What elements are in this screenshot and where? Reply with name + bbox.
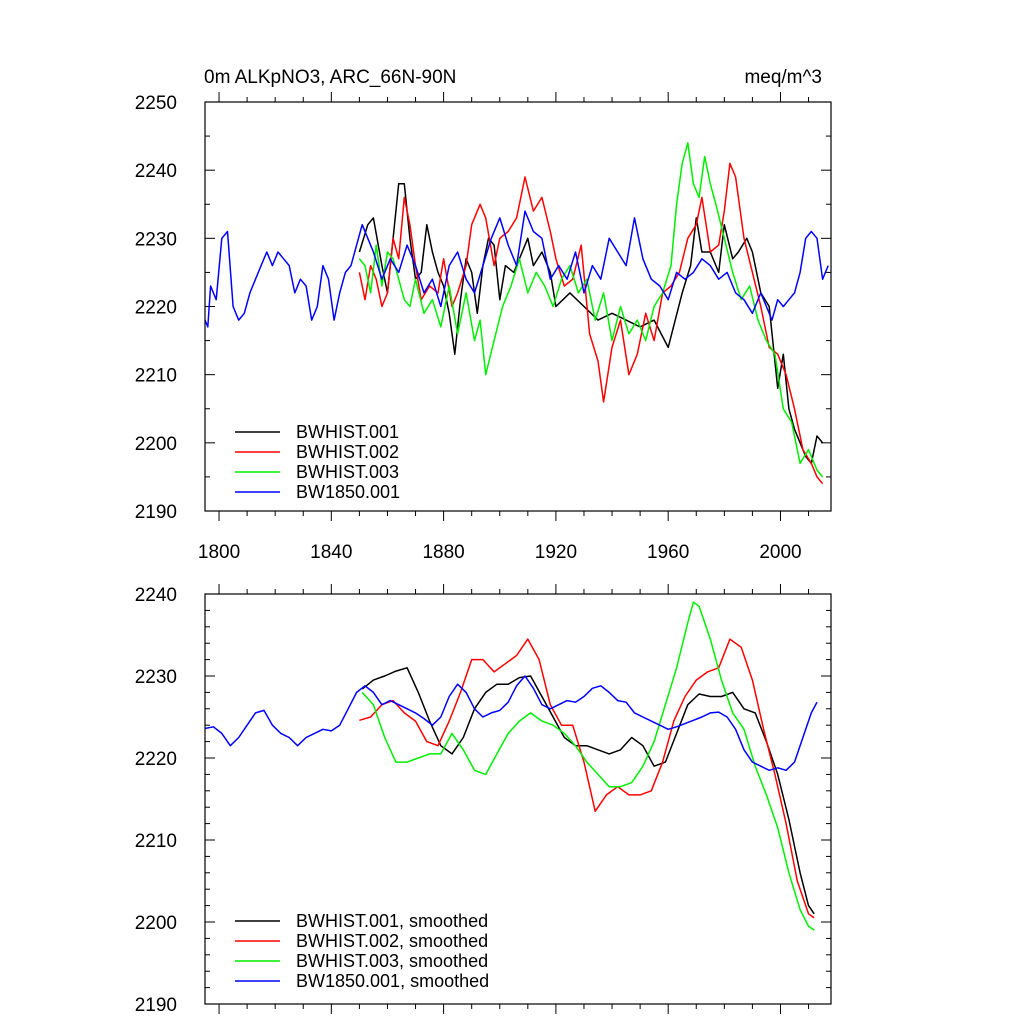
y-tick-label: 2220	[135, 298, 177, 319]
legend-label: BW1850.001, smoothed	[296, 971, 489, 991]
x-tick-label: 1880	[422, 542, 464, 563]
series-line	[358, 183, 824, 465]
series-line	[361, 667, 815, 915]
x-tick-label: 1840	[310, 542, 352, 563]
panel-title-units: meq/m^3	[744, 67, 822, 88]
y-tick-label: 2190	[135, 995, 177, 1016]
y-tick-label: 2240	[135, 161, 177, 182]
x-tick-label: 2000	[759, 542, 801, 563]
y-tick-label: 2220	[135, 749, 177, 770]
bottom-panel-ticks: 2190 2200 2210 2220 2230 2240	[135, 584, 831, 1016]
y-tick-label: 2240	[135, 585, 177, 606]
series-line	[204, 210, 829, 328]
bottom-panel-series	[204, 601, 818, 931]
legend-label: BWHIST.003	[296, 462, 399, 482]
series-line	[204, 675, 818, 772]
bottom-panel: 2190 2200 2210 2220 2230 2240 BWHIST.001, smo…	[135, 584, 832, 1016]
top-panel: 0m ALKpNO3, ARC_66N-90N meq/m^3 2190 2200…	[135, 67, 832, 563]
series-line	[359, 638, 815, 919]
top-panel-frame	[204, 101, 832, 512]
y-tick-label: 2230	[135, 667, 177, 688]
legend-label: BW1850.001	[296, 482, 400, 502]
y-tick-label: 2200	[135, 913, 177, 934]
series-line	[358, 142, 824, 478]
legend-label: BWHIST.002	[296, 442, 399, 462]
legend-label: BWHIST.001	[296, 422, 399, 442]
legend-label: BWHIST.001, smoothed	[296, 911, 488, 931]
top-panel-series	[204, 142, 829, 485]
legend-label: BWHIST.003, smoothed	[296, 951, 488, 971]
y-tick-label: 2230	[135, 229, 177, 250]
top-panel-ticks: 2190 2200 2210 2220 2230 2240 2250 1800 1840 1880…	[135, 92, 831, 563]
y-tick-label: 2200	[135, 434, 177, 455]
panel-title-left: 0m ALKpNO3, ARC_66N-90N	[204, 67, 456, 88]
x-tick-label: 1920	[535, 542, 577, 563]
series-line	[361, 601, 815, 931]
y-tick-label: 2190	[135, 502, 177, 523]
x-tick-label: 1800	[198, 542, 240, 563]
y-tick-label: 2210	[135, 831, 177, 852]
y-tick-label: 2210	[135, 366, 177, 387]
y-tick-label: 2250	[135, 93, 177, 114]
series-line	[358, 162, 824, 485]
bottom-panel-frame	[204, 593, 832, 1005]
x-tick-label: 1960	[647, 542, 689, 563]
legend-label: BWHIST.002, smoothed	[296, 931, 488, 951]
